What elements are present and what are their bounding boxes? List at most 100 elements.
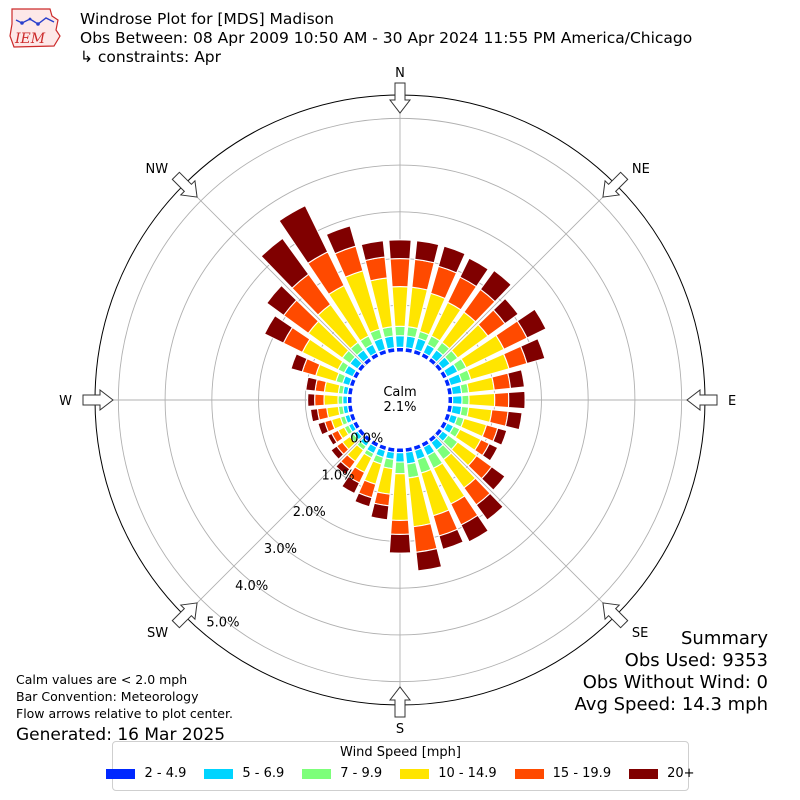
obs-without-wind: Obs Without Wind: 0 [582,672,768,693]
flow-arrow-ne [602,171,629,198]
bar-270-bin-2 [342,395,349,405]
bar-40-bin-6 [479,269,513,303]
radial-tick-label-5: 5.0% [206,616,239,631]
flow-arrow-nw [171,171,198,198]
bar-270-bin-3 [337,395,344,405]
bar-310-bin-6 [265,284,298,317]
legend-label: 20+ [667,766,695,781]
legend-item-3: 7 - 9.9 [302,766,382,781]
direction-label-s: S [396,722,404,737]
bar-150-bin-6 [460,514,490,543]
direction-markers: N NE E SE S SW W NW [59,66,736,737]
bar-340-bin-6 [325,225,357,255]
bar-260-bin-4 [326,405,341,419]
bar-350-bin-6 [360,240,386,262]
logo-text: IEM [14,31,46,47]
bar-80-bin-5 [491,372,512,391]
bars-layer [260,204,547,572]
calm-center: Calm 2.1% [383,385,416,415]
flow-note: Flow arrows relative to plot center. [16,706,233,721]
legend-swatch [302,768,332,779]
direction-label-w: W [59,394,72,409]
bar-270-bin-6 [307,392,316,408]
bar-200-bin-6 [354,492,373,508]
bar-350-bin-2 [383,335,396,350]
legend-swatch [204,768,234,779]
avg-speed: Avg Speed: 14.3 mph [574,694,768,715]
legend-swatch [514,768,544,779]
flow-arrow-s [388,686,412,718]
radial-tick-label-1: 1.0% [321,468,354,483]
flow-arrow-w [82,388,114,412]
bar-190-bin-6 [370,502,390,521]
bar-110-bin-6 [492,427,508,446]
legend: Wind Speed [mph] 2 - 4.9 5 - 6.9 7 - 9.9 10… [106,741,695,791]
direction-label-nw: NW [145,162,168,177]
bar-330-bin-6 [278,204,329,265]
flow-arrow-sw [171,602,198,629]
bar-20-bin-6 [437,245,466,274]
legend-item-2: 5 - 6.9 [204,766,284,781]
legend-label: 10 - 14.9 [438,766,497,781]
bar-180-bin-5 [390,519,410,535]
direction-label-ne: NE [632,162,650,177]
bar-0-bin-2 [394,335,406,349]
legend-label: 2 - 4.9 [144,766,187,781]
bar-180-bin-3 [394,461,406,475]
bar-300-bin-6 [263,314,294,344]
radial-tick-label-4: 4.0% [235,579,268,594]
bar-160-bin-6 [438,528,464,551]
chart-title: Windrose Plot for [MDS] Madison [80,10,334,28]
legend-item-4: 10 - 14.9 [400,766,497,781]
obs-used: Obs Used: 9353 [624,650,768,671]
legend-label: 5 - 6.9 [242,766,285,781]
summary-box: Summary Obs Used: 9353 Obs Without Wind:… [575,628,768,716]
bar-270-bin-4 [323,394,339,406]
calm-value: 2.1% [383,400,416,415]
legend-swatch [400,768,430,779]
bar-170-bin-3 [406,461,420,479]
radial-tick-label-2: 2.0% [293,505,326,520]
flow-arrow-e [686,388,718,412]
header: Windrose Plot for [MDS] Madison Obs Betw… [80,10,692,67]
legend-label: 7 - 9.9 [340,766,383,781]
chart-constraints: ↳ constraints: Apr [80,48,222,66]
bar-290-bin-6 [290,353,308,373]
bar-240-bin-6 [326,432,338,446]
bar-260-bin-6 [309,408,321,423]
bar-90-bin-5 [493,391,510,409]
bar-10-bin-2 [404,335,417,350]
spoke-sw [184,433,367,616]
bar-90-bin-4 [468,392,496,408]
direction-label-e: E [728,394,736,409]
legend-swatch [106,768,136,779]
direction-label-n: N [395,66,405,81]
bar-100-bin-6 [504,410,523,431]
legend-item-5: 15 - 19.9 [514,766,611,781]
legend-item-1: 2 - 4.9 [106,766,186,781]
bar-170-bin-5 [412,522,438,553]
legend-title: Wind Speed [mph] [340,745,461,760]
bar-10-bin-6 [414,240,440,264]
bar-170-bin-2 [404,450,417,465]
bar-180-bin-2 [395,451,405,463]
bar-10-bin-5 [411,258,435,291]
bar-270-bin-5 [314,393,325,407]
radial-ticks: 0.0% 1.0% 2.0% 3.0% 4.0% 5.0% [206,432,383,631]
bar-0-bin-1 [395,346,405,353]
calm-label: Calm [383,385,416,400]
bar-convention: Bar Convention: Meteorology [16,689,199,704]
bar-180-bin-1 [395,447,405,454]
bar-0-bin-4 [391,286,409,328]
bar-0-bin-3 [394,325,406,337]
legend-swatch [629,768,659,779]
bar-180-bin-6 [388,533,412,554]
radial-tick-label-0: 0.0% [350,432,383,447]
flow-arrow-se [602,602,629,629]
bar-0-bin-6 [388,239,412,260]
legend-items: 2 - 4.9 5 - 6.9 7 - 9.9 10 - 14.9 15 - 19.9 2… [106,766,695,781]
bar-210-bin-6 [341,475,361,495]
bar-80-bin-6 [507,369,526,389]
bar-220-bin-6 [335,460,351,476]
